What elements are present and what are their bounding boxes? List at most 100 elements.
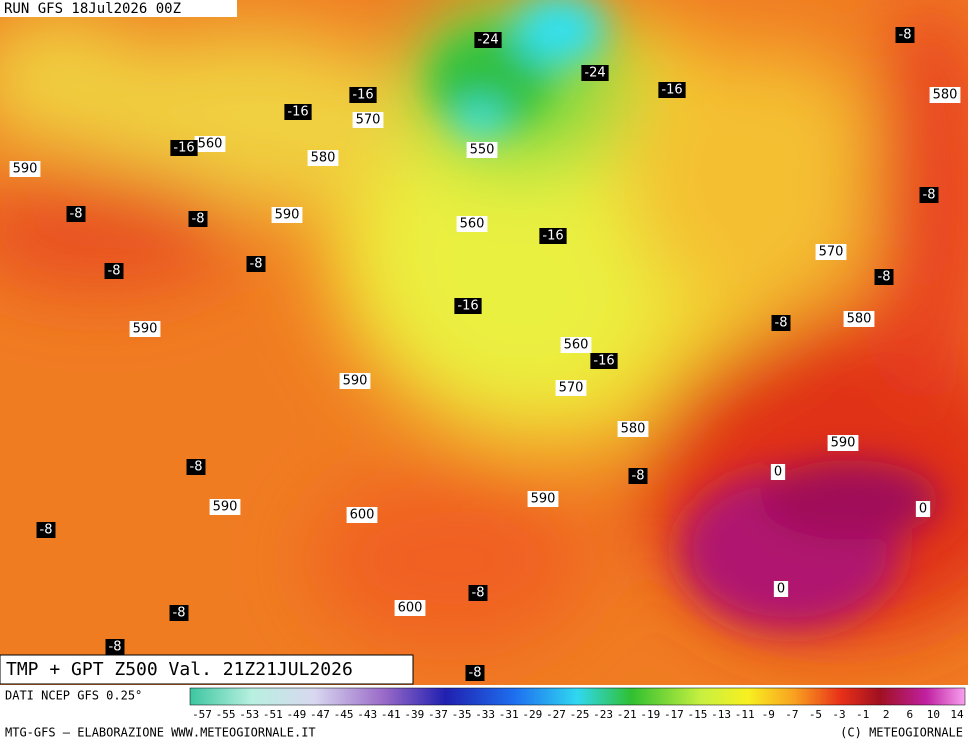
height-label: 600 — [398, 601, 423, 616]
height-label: 590 — [831, 436, 856, 451]
scale-label: 14 — [950, 708, 964, 721]
temperature-label: -8 — [632, 469, 645, 484]
label-box — [346, 507, 378, 523]
scale-label: -23 — [593, 708, 613, 721]
temperature-label: -8 — [923, 188, 936, 203]
height-label: 600 — [350, 508, 375, 523]
label-box — [129, 321, 161, 337]
label-box — [209, 499, 241, 515]
height-label: 590 — [213, 500, 238, 515]
label-box — [170, 140, 198, 156]
scale-label: -9 — [762, 708, 775, 721]
label-box — [617, 421, 649, 437]
title-box — [0, 654, 414, 685]
label-box — [456, 216, 488, 232]
label-box — [590, 353, 618, 369]
height-label: 590 — [133, 322, 158, 337]
scale-label: -35 — [452, 708, 472, 721]
scale-label: -39 — [404, 708, 424, 721]
height-label: 590 — [275, 208, 300, 223]
scale-label: -31 — [499, 708, 519, 721]
scale-label: -3 — [832, 708, 845, 721]
label-box — [194, 136, 226, 152]
map-field — [0, 0, 968, 685]
height-label: 580 — [311, 151, 336, 166]
scale-label: -15 — [688, 708, 708, 721]
temperature-label: -16 — [457, 299, 478, 314]
label-box — [874, 269, 894, 285]
temperature-label: -16 — [661, 83, 682, 98]
temperature-label: -16 — [542, 229, 563, 244]
label-box — [271, 207, 303, 223]
scale-label: -25 — [570, 708, 590, 721]
height-label: 590 — [13, 162, 38, 177]
temperature-label: -16 — [352, 88, 373, 103]
temperature-label: -8 — [878, 270, 891, 285]
label-box — [188, 211, 208, 227]
label-box — [770, 464, 786, 480]
run-box — [0, 0, 237, 17]
label-box — [104, 263, 124, 279]
color-scale — [189, 687, 966, 706]
scale-label: -27 — [546, 708, 566, 721]
label-box — [560, 337, 592, 353]
temperature-label: -8 — [173, 606, 186, 621]
label-box — [339, 373, 371, 389]
scale-label: -41 — [381, 708, 401, 721]
label-box — [9, 161, 41, 177]
label-box — [246, 256, 266, 272]
label-box — [169, 605, 189, 621]
label-box — [527, 491, 559, 507]
label-box — [36, 522, 56, 538]
temperature-label: -8 — [70, 207, 83, 222]
scale-label: -29 — [522, 708, 542, 721]
temperature-label: -24 — [477, 33, 498, 48]
scale-labels: -57 -55 -53 -51 -49 -47 -45 -43 -41 -39 -37 -35 -33-… — [192, 708, 964, 721]
map-title: TMP + GPT Z500 Val. 21Z21JUL2026 — [6, 659, 353, 680]
label-box — [539, 228, 567, 244]
label-box — [465, 665, 485, 681]
label-box — [555, 380, 587, 396]
scale-label: -43 — [357, 708, 377, 721]
scale-label: -13 — [711, 708, 731, 721]
temperature-label: -16 — [287, 105, 308, 120]
footer-left: MTG-GFS — ELABORAZIONE WWW.METEOGIORNALE… — [5, 726, 316, 740]
temperature-label: -8 — [192, 212, 205, 227]
scale-label: -57 — [192, 708, 212, 721]
scale-label: -45 — [334, 708, 354, 721]
height-label: 570 — [559, 381, 584, 396]
height-label: 0 — [777, 582, 785, 597]
label-box — [349, 87, 377, 103]
label-box — [843, 311, 875, 327]
scale-label: -51 — [263, 708, 283, 721]
label-box — [915, 501, 931, 517]
scale-label: -1 — [856, 708, 869, 721]
height-label: 570 — [819, 245, 844, 260]
map-labels: 580 570 560 580 590 550 590 560 570 580 590 560 590 5… — [9, 27, 961, 681]
label-box — [895, 27, 915, 43]
scale-label: 2 — [883, 708, 890, 721]
source-label: DATI NCEP GFS 0.25° — [5, 689, 142, 703]
scale-label: -5 — [809, 708, 822, 721]
height-label: 580 — [847, 312, 872, 327]
scale-label: -17 — [664, 708, 684, 721]
height-label: 580 — [621, 422, 646, 437]
scale-label: -11 — [735, 708, 755, 721]
scale-label: -19 — [640, 708, 660, 721]
label-box — [394, 600, 426, 616]
scale-label: 10 — [927, 708, 940, 721]
label-box — [454, 298, 482, 314]
height-label: 560 — [564, 338, 589, 353]
height-label: 560 — [198, 137, 223, 152]
temperature-label: -8 — [775, 316, 788, 331]
label-box — [352, 112, 384, 128]
height-label: 0 — [919, 502, 927, 517]
temperature-label: -8 — [472, 586, 485, 601]
scale-label: -47 — [310, 708, 330, 721]
scale-label: -33 — [475, 708, 495, 721]
label-box — [771, 315, 791, 331]
label-box — [773, 581, 789, 597]
scale-label: -7 — [785, 708, 798, 721]
label-box — [581, 65, 609, 81]
